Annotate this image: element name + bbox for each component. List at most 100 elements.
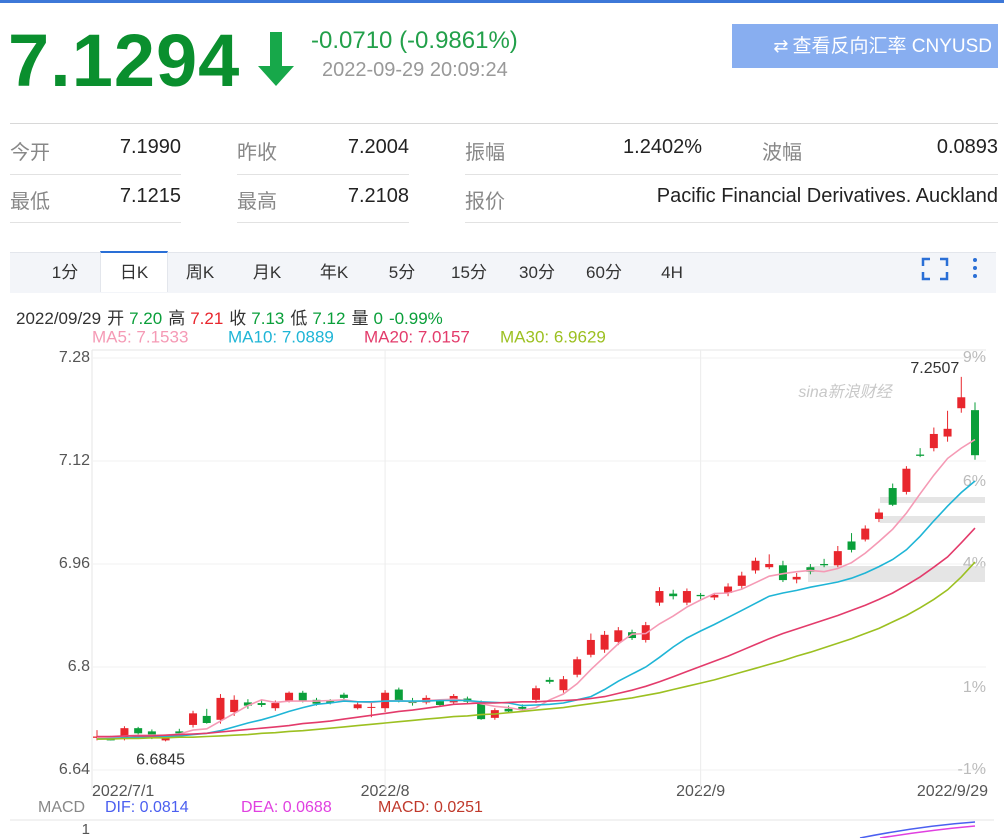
row-divider	[10, 174, 181, 175]
info-line: 2022/09/29 开 7.20 高 7.21 收 7.13 低 7.12 量 0 -0.99%	[16, 304, 443, 329]
candle-body	[710, 594, 719, 598]
candle-body	[943, 428, 952, 437]
ma-legend: MA20: 7.0157	[364, 327, 470, 346]
candle-body	[765, 564, 774, 568]
info-label: 开	[107, 309, 125, 328]
candle-body	[586, 639, 595, 655]
x-tick-label: 2022/7/1	[92, 783, 154, 800]
candle-body	[120, 728, 129, 740]
candle-body	[477, 703, 486, 720]
candle-body	[888, 488, 897, 505]
stat-value: 0.0893	[936, 136, 998, 158]
candle-body	[861, 528, 870, 540]
candle-body	[820, 564, 829, 566]
candle-body	[806, 567, 815, 572]
ma-legend: MA5: 7.1533	[92, 327, 188, 346]
stat-value: 7.2108	[347, 185, 409, 207]
change: -0.0710 (-0.9861%)	[311, 27, 518, 54]
depth-band	[880, 516, 985, 523]
candle-body	[778, 565, 787, 581]
depth-band	[880, 497, 985, 503]
candle-body	[929, 433, 938, 449]
candle-body	[600, 634, 609, 650]
min-annotation: 6.6845	[136, 752, 185, 769]
x-tick-label: 2022/9	[676, 783, 725, 800]
candle-body	[655, 591, 664, 603]
candle-body	[902, 468, 911, 492]
candle-body	[134, 728, 143, 734]
stat-label: 最低	[10, 191, 50, 213]
row-divider	[237, 222, 409, 223]
candle-body	[682, 591, 691, 603]
macd-title: MACD	[38, 799, 85, 816]
candle-body	[147, 731, 156, 737]
candle-body	[285, 692, 294, 701]
macd-dea: DEA: 0.0688	[241, 799, 332, 816]
candle-body	[326, 701, 335, 704]
y2-tick-label: 1%	[963, 679, 986, 696]
y-tick-label: 6.64	[59, 761, 90, 778]
tab[interactable]: 年K	[319, 263, 349, 282]
stat-value: 1.2402%	[623, 136, 702, 158]
tab[interactable]: 30分	[519, 263, 555, 282]
candle-body	[792, 576, 801, 580]
top-border	[0, 0, 1004, 3]
ma-line	[97, 438, 976, 739]
candle-body	[518, 706, 527, 709]
stat-label: 昨收	[237, 142, 277, 164]
tab[interactable]: 60分	[586, 263, 622, 282]
tab[interactable]: 周K	[185, 263, 215, 282]
candle-body	[751, 560, 760, 571]
swap-icon: ⇄	[773, 36, 789, 56]
divider	[10, 123, 998, 124]
macd-dif: DIF: 0.0814	[105, 799, 189, 816]
ma-line	[97, 527, 976, 738]
stat-value: Pacific Financial Derivatives. Auckland	[656, 185, 998, 207]
info-value: 0	[373, 309, 383, 328]
candle-body	[532, 688, 540, 700]
candle-body	[957, 397, 966, 409]
candle-body	[614, 630, 623, 642]
tab[interactable]: 月K	[252, 263, 282, 282]
ma-line	[97, 561, 976, 740]
candle-body	[559, 679, 568, 691]
tab-bar	[10, 252, 996, 293]
candle-body	[243, 702, 252, 706]
macd-line	[859, 821, 976, 838]
candle-body	[874, 512, 883, 519]
tab[interactable]: 1分	[51, 263, 79, 282]
row-divider	[237, 174, 409, 175]
ma-legend: MA30: 6.9629	[500, 327, 606, 346]
candle-body	[271, 703, 280, 709]
tab[interactable]: 5分	[388, 263, 416, 282]
timestamp: 2022-09-29 20:09:24	[322, 59, 508, 81]
tab[interactable]: 4H	[661, 263, 683, 282]
stat-label: 最高	[237, 191, 277, 213]
candle-body	[833, 551, 842, 566]
info-label: 量	[351, 309, 369, 328]
reverse-rate-button[interactable]: ⇄ 查看反向汇率 CNYUSD	[732, 24, 998, 68]
stat-label: 波幅	[762, 142, 802, 164]
candle-body	[847, 541, 856, 550]
stat-label: 振幅	[465, 142, 505, 164]
row-divider	[10, 222, 181, 223]
row-divider	[465, 222, 998, 223]
tab[interactable]: 日K	[100, 251, 168, 292]
max-annotation: 7.2507	[910, 360, 959, 377]
candle-body	[394, 689, 403, 701]
stat-value: 7.2004	[347, 136, 409, 158]
candle-body	[216, 697, 225, 720]
stat-label: 今开	[10, 142, 50, 164]
tab[interactable]: 15分	[451, 263, 487, 282]
x-tick-label: 2022/9/29	[917, 783, 988, 800]
candle-body	[916, 454, 925, 456]
info-change: -0.99%	[388, 309, 443, 328]
candle-body	[202, 715, 211, 724]
candle-body	[724, 586, 733, 593]
candle-body	[737, 575, 746, 586]
candle-body	[161, 737, 170, 741]
candle-body	[573, 659, 582, 675]
y2-tick-label: 9%	[963, 349, 986, 366]
